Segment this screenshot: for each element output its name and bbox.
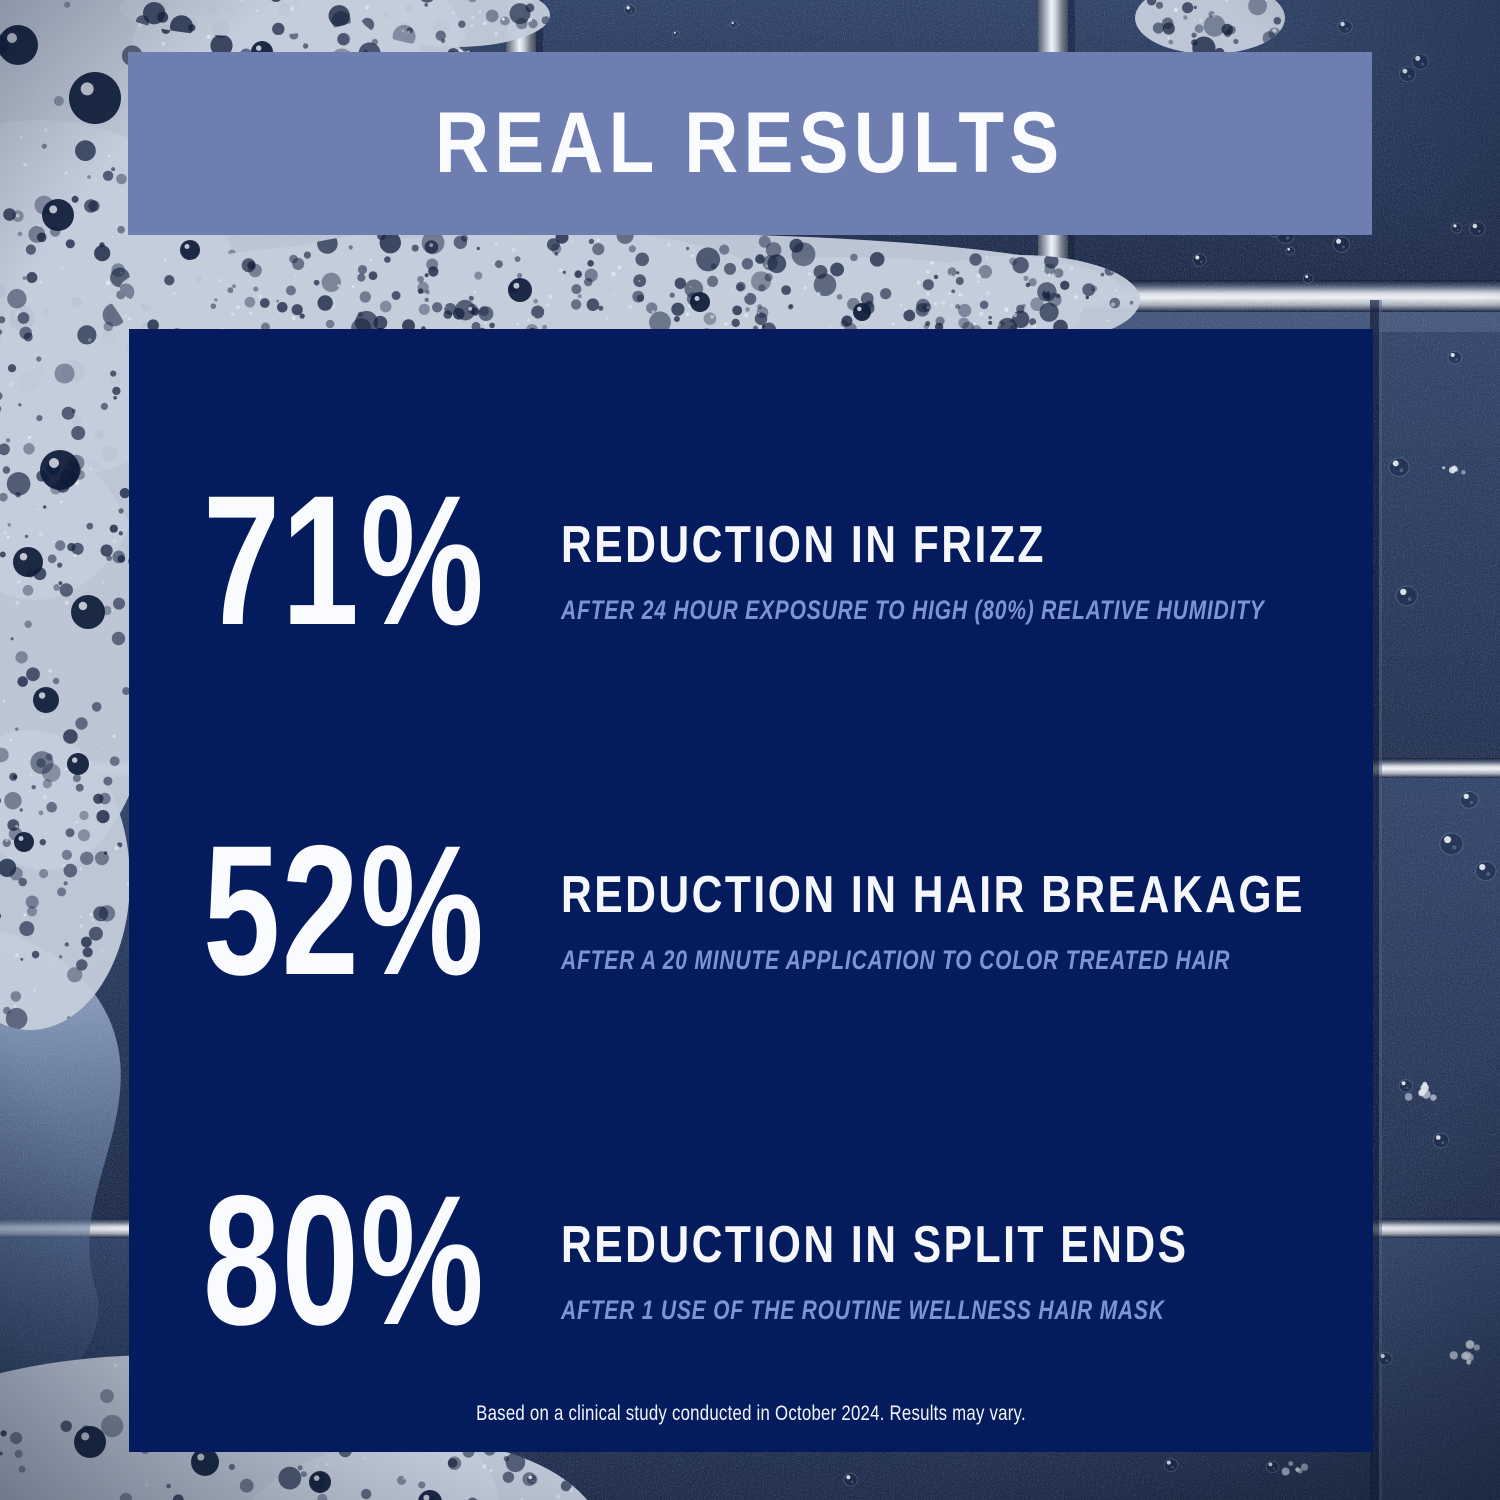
stat-title: REDUCTION IN HAIR BREAKAGE bbox=[561, 866, 1305, 924]
results-panel: 71% REDUCTION IN FRIZZ AFTER 24 HOUR EXP… bbox=[129, 329, 1373, 1452]
stat-text-block: REDUCTION IN HAIR BREAKAGE AFTER A 20 MI… bbox=[561, 819, 1353, 976]
stat-percentage: 71% bbox=[203, 458, 486, 664]
stat-row: 52% REDUCTION IN HAIR BREAKAGE AFTER A 2… bbox=[203, 819, 1353, 1004]
disclaimer-text: Based on a clinical study conducted in O… bbox=[476, 1402, 1026, 1425]
stat-percentage: 80% bbox=[203, 1158, 486, 1364]
stat-text-block: REDUCTION IN SPLIT ENDS AFTER 1 USE OF T… bbox=[561, 1169, 1353, 1326]
stat-detail: AFTER 24 HOUR EXPOSURE TO HIGH (80%) REL… bbox=[561, 595, 1265, 625]
stat-text-block: REDUCTION IN FRIZZ AFTER 24 HOUR EXPOSUR… bbox=[561, 469, 1353, 626]
header-banner: REAL RESULTS bbox=[128, 52, 1372, 235]
stat-row: 71% REDUCTION IN FRIZZ AFTER 24 HOUR EXP… bbox=[203, 469, 1353, 654]
stat-detail: AFTER 1 USE OF THE ROUTINE WELLNESS HAIR… bbox=[561, 1295, 1165, 1325]
stat-percentage: 52% bbox=[203, 808, 486, 1014]
page-title: REAL RESULTS bbox=[435, 95, 1065, 191]
stat-title: REDUCTION IN FRIZZ bbox=[561, 516, 1046, 574]
stat-title: REDUCTION IN SPLIT ENDS bbox=[561, 1216, 1189, 1274]
stat-detail: AFTER A 20 MINUTE APPLICATION TO COLOR T… bbox=[561, 945, 1231, 975]
stat-row: 80% REDUCTION IN SPLIT ENDS AFTER 1 USE … bbox=[203, 1169, 1353, 1354]
stats-list: 71% REDUCTION IN FRIZZ AFTER 24 HOUR EXP… bbox=[129, 329, 1373, 1452]
